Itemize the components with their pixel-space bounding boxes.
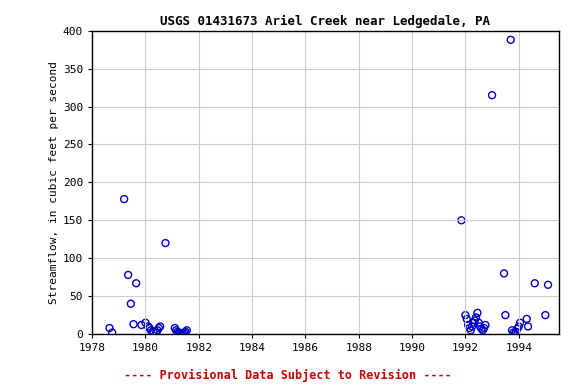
Point	[501, 312, 510, 318]
Point	[465, 325, 474, 331]
Point	[108, 329, 117, 336]
Point	[161, 240, 170, 246]
Point	[462, 316, 471, 322]
Point	[470, 317, 479, 323]
Point	[522, 316, 531, 322]
Point	[479, 325, 488, 331]
Point	[457, 217, 466, 223]
Point	[145, 325, 154, 331]
Point	[506, 37, 516, 43]
Point	[474, 319, 483, 326]
Point	[477, 326, 486, 332]
Point	[143, 323, 153, 329]
Title: USGS 01431673 Ariel Creek near Ledgedale, PA: USGS 01431673 Ariel Creek near Ledgedale…	[161, 15, 490, 28]
Point	[475, 323, 484, 329]
Text: ---- Provisional Data Subject to Revision ----: ---- Provisional Data Subject to Revisio…	[124, 369, 452, 382]
Point	[516, 319, 525, 326]
Point	[511, 329, 521, 335]
Point	[149, 329, 158, 335]
Point	[177, 331, 186, 337]
Point	[499, 270, 509, 276]
Point	[170, 325, 179, 331]
Point	[514, 323, 524, 329]
Point	[469, 319, 478, 326]
Point	[182, 327, 191, 333]
Point	[154, 325, 164, 331]
Point	[510, 331, 520, 337]
Point	[509, 329, 518, 336]
Point	[472, 314, 481, 321]
Point	[524, 323, 533, 329]
Point	[478, 327, 487, 333]
Point	[466, 327, 475, 333]
Point	[541, 312, 550, 318]
Point	[126, 301, 135, 307]
Point	[146, 327, 156, 333]
Point	[464, 322, 473, 328]
Point	[105, 325, 114, 331]
Point	[131, 280, 141, 286]
Point	[141, 319, 150, 326]
Point	[507, 327, 517, 333]
Point	[461, 312, 470, 318]
Point	[151, 329, 161, 336]
Point	[181, 329, 190, 335]
Point	[153, 327, 162, 333]
Point	[173, 329, 182, 335]
Point	[120, 196, 129, 202]
Y-axis label: Streamflow, in cubic feet per second: Streamflow, in cubic feet per second	[49, 61, 59, 304]
Point	[180, 329, 189, 336]
Point	[123, 272, 132, 278]
Point	[543, 282, 552, 288]
Point	[176, 330, 185, 336]
Point	[172, 327, 181, 333]
Point	[513, 326, 522, 332]
Point	[137, 322, 146, 328]
Point	[468, 323, 477, 329]
Point	[174, 329, 183, 336]
Point	[156, 323, 165, 329]
Point	[178, 330, 187, 336]
Point	[129, 321, 138, 327]
Point	[481, 322, 490, 328]
Point	[530, 280, 539, 286]
Point	[473, 310, 482, 316]
Point	[487, 92, 497, 98]
